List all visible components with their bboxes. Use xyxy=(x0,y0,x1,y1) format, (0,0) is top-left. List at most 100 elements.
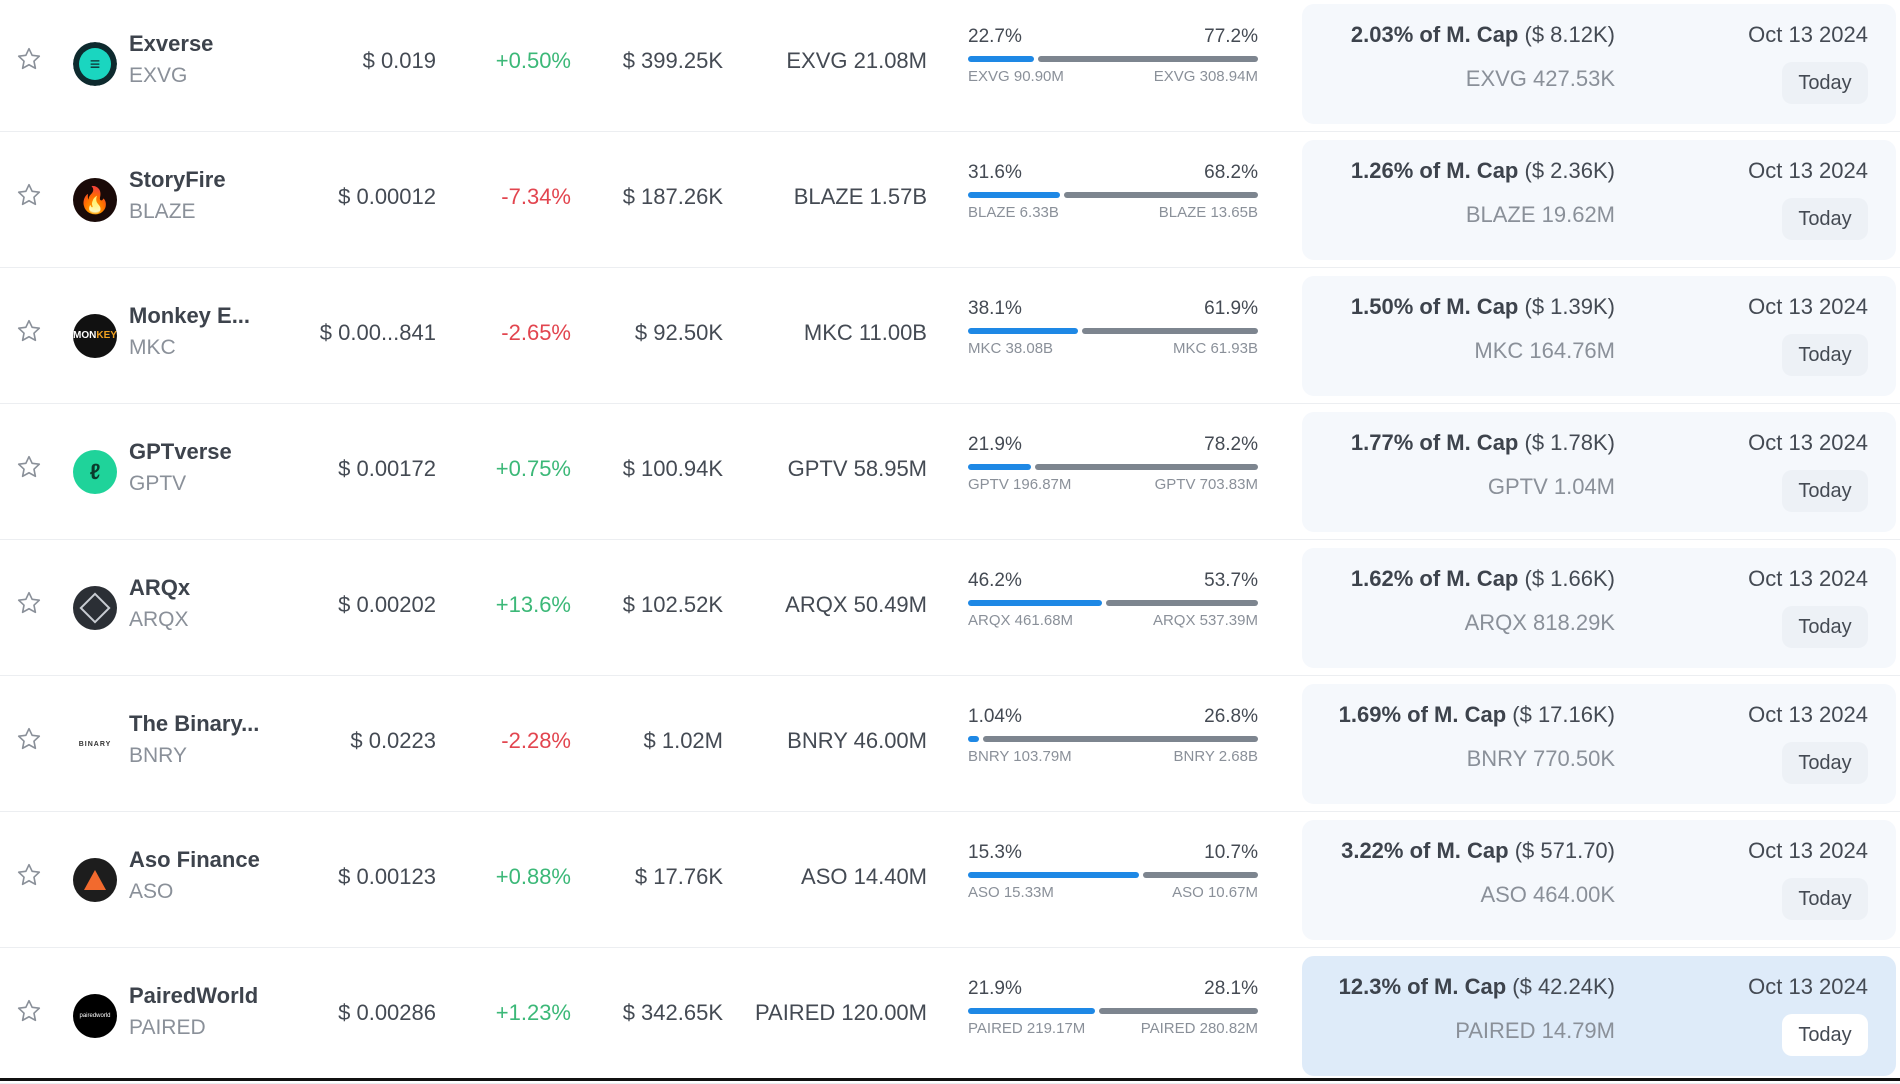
cap-percent: 1.62% of M. Cap xyxy=(1350,566,1519,591)
left-amount: MKC 38.08B xyxy=(968,340,1054,357)
ratio-bar xyxy=(968,1008,1258,1014)
ratio-bar-blue xyxy=(968,872,1139,878)
star-icon[interactable] xyxy=(16,454,42,480)
token-name[interactable]: StoryFire xyxy=(129,167,226,192)
token-row[interactable]: ≡ Exverse EXVG $ 0.019 +0.50% $ 399.25K … xyxy=(0,0,1900,132)
cap-usd: ($ 2.36K) xyxy=(1524,158,1616,183)
unlock-card: 12.3% of M. Cap ($ 42.24K) PAIRED 14.79M… xyxy=(1302,956,1896,1076)
token-name[interactable]: PairedWorld xyxy=(129,983,259,1008)
star-icon[interactable] xyxy=(16,182,42,208)
ratio-bar xyxy=(968,328,1258,334)
ratio-bar xyxy=(968,600,1258,606)
unlock-amount: ARQX 818.29K xyxy=(1464,610,1615,635)
unlock-card: 3.22% of M. Cap ($ 571.70) ASO 464.00K O… xyxy=(1302,820,1896,940)
cap-usd: ($ 1.78K) xyxy=(1524,430,1616,455)
market-cap-share: 3.22% of M. Cap ($ 571.70) xyxy=(1341,838,1615,864)
unlock-card: 1.62% of M. Cap ($ 1.66K) ARQX 818.29K O… xyxy=(1302,548,1896,668)
ratio-bar-gray xyxy=(1037,56,1258,62)
unlock-amount: ASO 464.00K xyxy=(1480,882,1615,907)
today-button[interactable]: Today xyxy=(1782,470,1868,512)
token-name[interactable]: Exverse xyxy=(129,31,214,56)
token-name[interactable]: Aso Finance xyxy=(129,847,260,872)
token-row[interactable]: Aso Finance ASO $ 0.00123 +0.88% $ 17.76… xyxy=(0,812,1900,948)
price-change: +1.23% xyxy=(495,1000,571,1025)
volume: $ 92.50K xyxy=(634,320,723,345)
today-button[interactable]: Today xyxy=(1782,606,1868,648)
exverse-logo: ≡ xyxy=(73,42,117,86)
volume: $ 102.52K xyxy=(622,592,723,617)
star-icon[interactable] xyxy=(16,726,42,752)
token-name[interactable]: Monkey E... xyxy=(129,303,251,328)
today-button[interactable]: Today xyxy=(1782,742,1868,784)
left-percent: 21.9% xyxy=(968,978,1022,999)
bottom-border xyxy=(0,1078,1900,1081)
token-row[interactable]: 🔥 StoryFire BLAZE $ 0.00012 -7.34% $ 187… xyxy=(0,132,1900,268)
token-row[interactable]: ARQx ARQX $ 0.00202 +13.6% $ 102.52K ARQ… xyxy=(0,540,1900,676)
token-row[interactable]: BINARY The Binary... BNRY $ 0.0223 -2.28… xyxy=(0,676,1900,812)
left-amount: GPTV 196.87M xyxy=(968,476,1072,493)
token-price: $ 0.00286 xyxy=(338,1000,436,1025)
today-button[interactable]: Today xyxy=(1782,62,1868,104)
star-icon[interactable] xyxy=(16,46,42,72)
cap-usd: ($ 17.16K) xyxy=(1512,702,1615,727)
token-name[interactable]: The Binary... xyxy=(129,711,260,736)
token-symbol: MKC xyxy=(129,336,176,359)
token-name[interactable]: GPTverse xyxy=(129,439,232,464)
cap-usd: ($ 8.12K) xyxy=(1524,22,1616,47)
token-row[interactable]: pairedworld PairedWorld PAIRED $ 0.00286… xyxy=(0,948,1900,1084)
token-price: $ 0.00...841 xyxy=(319,320,436,345)
today-button[interactable]: Today xyxy=(1782,334,1868,376)
right-amount: ARQX 537.39M xyxy=(1152,612,1258,629)
supply-amount: MKC 11.00B xyxy=(803,320,927,345)
token-row[interactable]: MON KEY Monkey E... MKC $ 0.00...841 -2.6… xyxy=(0,268,1900,404)
token-symbol: PAIRED xyxy=(129,1016,206,1039)
token-name[interactable]: ARQx xyxy=(129,575,191,600)
price-change: -2.65% xyxy=(501,320,571,345)
today-button[interactable]: Today xyxy=(1782,1014,1868,1056)
price-change: +0.50% xyxy=(495,48,571,73)
right-percent: 26.8% xyxy=(1204,706,1258,727)
unlock-amount: BLAZE 19.62M xyxy=(1465,202,1615,227)
token-price: $ 0.00123 xyxy=(338,864,436,889)
price-change: -2.28% xyxy=(501,728,571,753)
right-percent: 77.2% xyxy=(1204,26,1258,47)
unlock-amount: EXVG 427.53K xyxy=(1465,66,1615,91)
volume: $ 100.94K xyxy=(622,456,723,481)
left-amount: ARQX 461.68M xyxy=(968,612,1074,629)
star-icon[interactable] xyxy=(16,590,42,616)
ratio-bar-blue xyxy=(968,192,1060,198)
token-symbol: GPTV xyxy=(129,472,187,495)
ratio-bar-blue xyxy=(968,600,1103,606)
star-icon[interactable] xyxy=(16,862,42,888)
unlock-card: 1.69% of M. Cap ($ 17.16K) BNRY 770.50K … xyxy=(1302,684,1896,804)
gptverse-logo: ℓ xyxy=(73,450,117,494)
cap-percent: 3.22% of M. Cap xyxy=(1341,838,1509,863)
token-row[interactable]: ℓ GPTverse GPTV $ 0.00172 +0.75% $ 100.9… xyxy=(0,404,1900,540)
unlock-date: Oct 13 2024 xyxy=(1748,430,1868,455)
cap-usd: ($ 1.39K) xyxy=(1524,294,1616,319)
right-percent: 78.2% xyxy=(1204,434,1258,455)
volume: $ 342.65K xyxy=(622,1000,723,1025)
market-cap-share: 1.50% of M. Cap ($ 1.39K) xyxy=(1351,294,1615,320)
market-cap-share: 12.3% of M. Cap ($ 42.24K) xyxy=(1339,974,1615,1000)
today-button[interactable]: Today xyxy=(1782,878,1868,920)
star-icon[interactable] xyxy=(16,318,42,344)
ratio-bar xyxy=(968,736,1258,742)
market-cap-share: 1.77% of M. Cap ($ 1.78K) xyxy=(1351,430,1615,456)
ratio-bar-group: 21.9% 28.1% PAIRED 219.17M PAIRED 280.82… xyxy=(968,978,1258,1037)
ratio-bar-group: 38.1% 61.9% MKC 38.08B MKC 61.93B xyxy=(968,298,1258,357)
left-percent: 38.1% xyxy=(968,298,1022,319)
unlock-date: Oct 13 2024 xyxy=(1748,838,1868,863)
ratio-bar-blue xyxy=(968,328,1079,334)
unlock-amount: PAIRED 14.79M xyxy=(1455,1018,1615,1043)
token-symbol: ASO xyxy=(129,880,174,903)
today-button[interactable]: Today xyxy=(1782,198,1868,240)
right-percent: 68.2% xyxy=(1204,162,1258,183)
star-icon[interactable] xyxy=(16,998,42,1024)
price-change: +0.88% xyxy=(495,864,571,889)
left-percent: 31.6% xyxy=(968,162,1022,183)
price-change: -7.34% xyxy=(501,184,571,209)
price-change: +0.75% xyxy=(495,456,571,481)
unlock-amount: BNRY 770.50K xyxy=(1466,746,1615,771)
